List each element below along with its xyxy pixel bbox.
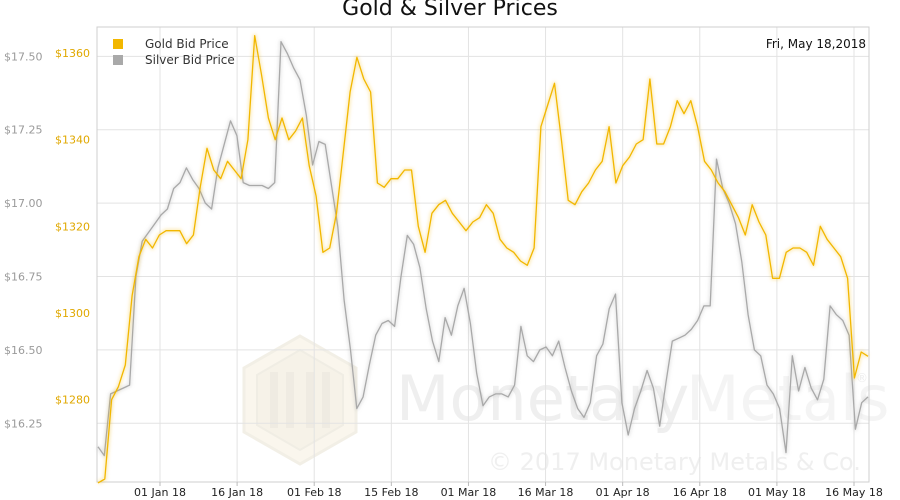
legend-swatch-silver: [113, 55, 123, 65]
legend-swatch-gold: [113, 39, 123, 49]
x-tick-label: 01 Apr 18: [596, 486, 650, 499]
left-axis-silver: $16.25 $16.50 $16.75 $17.00 $17.25 $17.50: [4, 50, 43, 430]
right-tick-label: $1360: [55, 47, 90, 60]
x-tick-label: 16 Jan 18: [211, 486, 263, 499]
x-tick-label: 01 Jan 18: [134, 486, 186, 499]
watermark-logo: [242, 334, 358, 466]
left-tick-label: $16.75: [4, 271, 43, 284]
right-tick-label: $1300: [55, 307, 90, 320]
left-tick-label: $17.25: [4, 124, 43, 137]
right-tick-label: $1340: [55, 134, 90, 147]
date-label: Fri, May 18,2018: [766, 37, 866, 51]
right-tick-label: $1320: [55, 220, 90, 233]
x-axis: 01 Jan 18 16 Jan 18 01 Feb 18 15 Feb 18 01 M…: [134, 482, 883, 499]
chart-title: Gold & Silver Prices: [342, 0, 558, 21]
legend-label-gold: Gold Bid Price: [145, 37, 229, 51]
x-tick-label: 01 Mar 18: [441, 486, 497, 499]
x-tick-label: 15 Feb 18: [364, 486, 418, 499]
legend-item-silver[interactable]: Silver Bid Price: [113, 53, 235, 67]
plot-frame: [96, 26, 870, 483]
legend-item-gold[interactable]: Gold Bid Price: [113, 37, 229, 51]
watermark-registered-mark: ®: [856, 371, 868, 385]
series-line-silver-bid-price[interactable]: [97, 41, 869, 457]
left-tick-label: $17.50: [4, 50, 43, 63]
series-line-gold-bid-price[interactable]: [97, 35, 869, 484]
x-tick-label: 16 May 18: [825, 486, 883, 499]
legend-label-silver: Silver Bid Price: [145, 53, 235, 67]
left-tick-label: $17.00: [4, 197, 43, 210]
right-tick-label: $1280: [55, 394, 90, 407]
x-tick-label: 01 May 18: [748, 486, 806, 499]
x-tick-label: 16 Mar 18: [518, 486, 574, 499]
right-axis-gold: $1280 $1300 $1320 $1340 $1360: [55, 47, 90, 407]
legend[interactable]: Gold Bid Price Silver Bid Price: [113, 37, 235, 67]
left-tick-label: $16.50: [4, 344, 43, 357]
left-tick-label: $16.25: [4, 417, 43, 430]
watermark-copyright: © 2017 Monetary Metals & Co.: [488, 448, 861, 476]
x-tick-label: 16 Apr 18: [673, 486, 727, 499]
series-layer: [96, 33, 870, 485]
x-tick-label: 01 Feb 18: [287, 486, 341, 499]
